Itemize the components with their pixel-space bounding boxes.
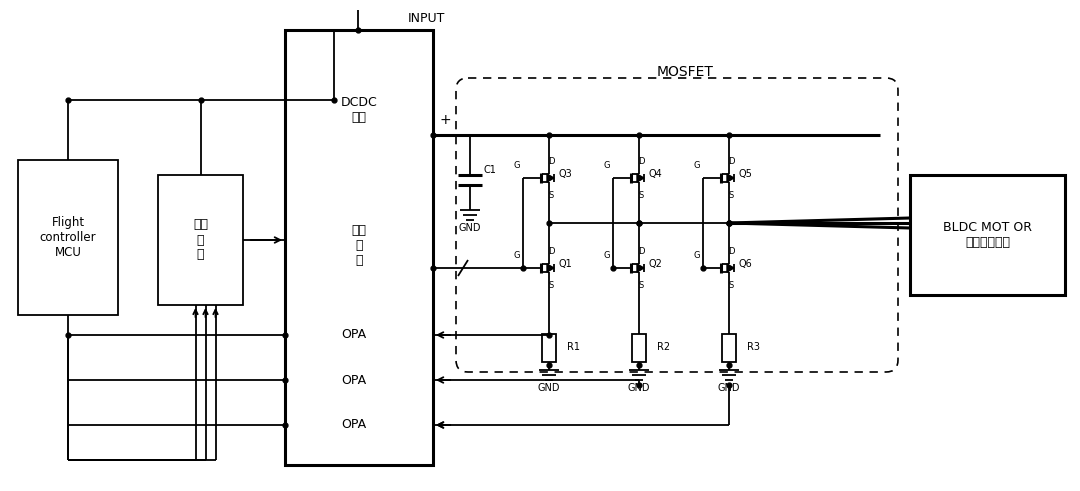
Polygon shape bbox=[637, 264, 644, 272]
Text: S: S bbox=[549, 191, 554, 199]
Text: MOSFET: MOSFET bbox=[657, 65, 714, 79]
Text: Q6: Q6 bbox=[738, 259, 752, 269]
Text: G: G bbox=[604, 251, 610, 261]
Text: G: G bbox=[693, 251, 700, 261]
Text: Q5: Q5 bbox=[738, 169, 752, 179]
Text: DCDC
直流: DCDC 直流 bbox=[340, 96, 377, 124]
Text: +: + bbox=[440, 113, 450, 127]
Text: D: D bbox=[728, 246, 734, 255]
Text: D: D bbox=[548, 157, 554, 165]
Text: G: G bbox=[514, 251, 521, 261]
Polygon shape bbox=[637, 174, 644, 182]
Text: Q3: Q3 bbox=[558, 169, 572, 179]
Polygon shape bbox=[727, 174, 734, 182]
Text: G: G bbox=[514, 162, 521, 170]
Text: R1: R1 bbox=[567, 343, 580, 353]
Bar bbox=[158, 175, 243, 305]
Text: Q4: Q4 bbox=[648, 169, 662, 179]
Text: S: S bbox=[728, 191, 733, 199]
Bar bbox=[542, 333, 556, 361]
Text: S: S bbox=[549, 280, 554, 290]
Text: OPA: OPA bbox=[341, 374, 366, 386]
Text: S: S bbox=[638, 280, 644, 290]
Polygon shape bbox=[546, 174, 554, 182]
Text: OPA: OPA bbox=[341, 418, 366, 432]
Text: GND: GND bbox=[718, 383, 740, 393]
Bar bbox=[285, 30, 433, 465]
Text: R2: R2 bbox=[657, 343, 670, 353]
Bar bbox=[18, 160, 118, 315]
Text: Flight
controller
MCU: Flight controller MCU bbox=[40, 216, 96, 259]
Bar bbox=[723, 333, 735, 361]
Text: Q2: Q2 bbox=[648, 259, 662, 269]
Text: Q1: Q1 bbox=[558, 259, 572, 269]
Text: GND: GND bbox=[459, 223, 482, 233]
Text: 电机
控
制: 电机 控 制 bbox=[193, 218, 208, 262]
Bar bbox=[632, 333, 646, 361]
Text: D: D bbox=[548, 246, 554, 255]
Text: D: D bbox=[638, 157, 645, 165]
Text: S: S bbox=[728, 280, 733, 290]
Text: 电机
驱
动: 电机 驱 动 bbox=[351, 223, 366, 267]
Bar bbox=[910, 175, 1065, 295]
Text: R3: R3 bbox=[747, 343, 760, 353]
Text: S: S bbox=[638, 191, 644, 199]
Text: GND: GND bbox=[538, 383, 561, 393]
Text: OPA: OPA bbox=[341, 328, 366, 342]
Text: BLDC MOT OR
无刷直流电机: BLDC MOT OR 无刷直流电机 bbox=[943, 221, 1032, 249]
Polygon shape bbox=[727, 264, 734, 272]
Text: D: D bbox=[728, 157, 734, 165]
Text: GND: GND bbox=[627, 383, 650, 393]
Text: INPUT: INPUT bbox=[408, 11, 445, 25]
Text: G: G bbox=[604, 162, 610, 170]
Text: D: D bbox=[638, 246, 645, 255]
Polygon shape bbox=[546, 264, 554, 272]
Text: G: G bbox=[693, 162, 700, 170]
Text: C1: C1 bbox=[484, 165, 497, 175]
